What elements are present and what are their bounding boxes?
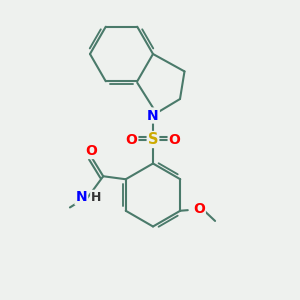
Text: O: O bbox=[169, 133, 181, 146]
Text: O: O bbox=[193, 202, 205, 216]
Text: O: O bbox=[85, 144, 97, 158]
Text: O: O bbox=[125, 133, 137, 146]
Text: N: N bbox=[147, 109, 159, 122]
Text: H: H bbox=[91, 191, 101, 204]
Text: N: N bbox=[76, 190, 87, 204]
Text: S: S bbox=[148, 132, 158, 147]
